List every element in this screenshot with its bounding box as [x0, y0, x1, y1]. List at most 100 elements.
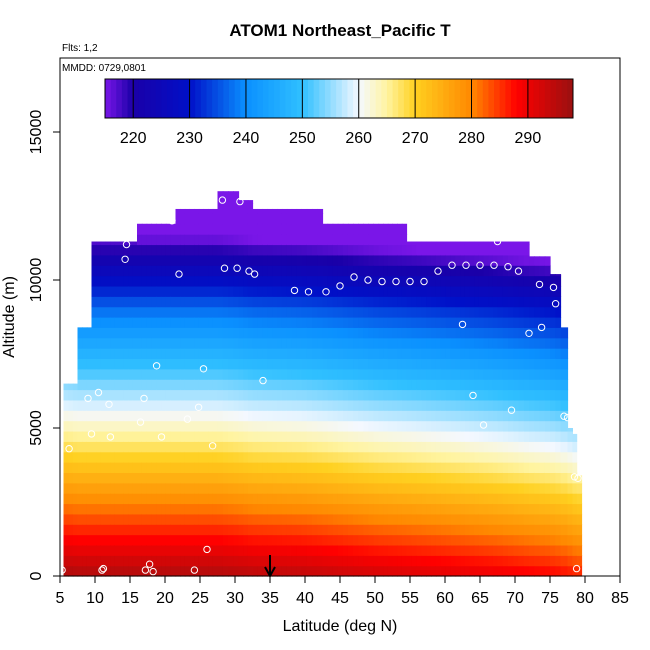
heatmap-cell — [464, 430, 471, 442]
heatmap-cell — [141, 348, 148, 360]
heatmap-cell — [238, 234, 244, 246]
heatmap-cell — [203, 555, 209, 567]
heatmap-cell — [373, 265, 380, 277]
heatmap-cell — [194, 348, 200, 360]
heatmap-cell — [518, 441, 525, 453]
heatmap-cell — [469, 472, 475, 484]
heatmap-cell — [497, 337, 504, 349]
heatmap-cell — [252, 399, 258, 411]
heatmap-cell — [488, 503, 494, 515]
heatmap-cell — [212, 234, 219, 246]
heatmap-cell — [238, 451, 244, 463]
heatmap-cell — [170, 544, 177, 556]
heatmap-cell — [272, 482, 278, 494]
heatmap-cell — [86, 337, 93, 349]
colorbar-swatch — [465, 79, 473, 118]
heatmap-cell — [306, 265, 313, 277]
heatmap-cell — [243, 200, 249, 204]
heatmap-cell — [91, 317, 97, 328]
heatmap-cell — [68, 451, 74, 463]
heatmap-cell — [262, 555, 268, 567]
heatmap-cell — [77, 358, 83, 370]
heatmap-cell — [238, 565, 244, 577]
heatmap-cell — [312, 306, 318, 318]
heatmap-cell — [539, 410, 546, 422]
heatmap-cell — [445, 265, 452, 277]
heatmap-cell — [368, 451, 375, 463]
heatmap-cell — [156, 430, 162, 442]
heatmap-cell — [82, 503, 88, 515]
heatmap-cell — [151, 472, 157, 484]
heatmap-cell — [483, 555, 489, 567]
heatmap-cell — [296, 513, 303, 525]
heatmap-cell — [208, 348, 214, 360]
heatmap-cell — [327, 503, 334, 515]
heatmap-cell — [286, 306, 293, 318]
heatmap-cell — [347, 420, 354, 432]
heatmap-cell — [474, 265, 480, 277]
heatmap-cell — [180, 534, 186, 546]
heatmap-cell — [161, 358, 167, 370]
heatmap-cell — [416, 410, 422, 422]
heatmap-cell — [123, 451, 129, 463]
colorbar-border — [104, 78, 574, 119]
heatmap-cell — [272, 254, 278, 266]
heatmap-cell — [114, 254, 121, 266]
heatmap-cell — [301, 503, 308, 515]
heatmap-cell — [119, 244, 125, 256]
heatmap-cell — [539, 462, 546, 473]
heatmap-cell — [440, 285, 447, 297]
heatmap-cell — [387, 234, 394, 246]
heatmap-cell — [203, 472, 209, 484]
heatmap-cell — [518, 244, 525, 256]
heatmap-cell — [203, 399, 209, 411]
heatmap-cell — [198, 544, 205, 556]
heatmap-cell — [222, 203, 229, 214]
heatmap-cell — [469, 368, 475, 380]
heatmap-cell — [383, 482, 389, 494]
heatmap-cell — [257, 493, 263, 505]
heatmap-cell — [455, 348, 461, 360]
heatmap-cell — [397, 472, 403, 484]
heatmap-cell — [272, 451, 278, 463]
heatmap-cell — [105, 565, 111, 577]
heatmap-cell — [337, 327, 344, 339]
heatmap-cell — [151, 410, 157, 422]
colorbar-swatch — [229, 79, 236, 118]
heatmap-cell — [252, 482, 258, 494]
heatmap-cell — [132, 285, 138, 297]
heatmap-cell — [317, 223, 324, 235]
heatmap-cell — [312, 244, 318, 256]
heatmap-cell — [358, 389, 364, 401]
heatmap-cell — [392, 389, 398, 401]
heatmap-cell — [450, 241, 457, 246]
heatmap-cell — [272, 317, 278, 328]
heatmap-cell — [119, 379, 125, 391]
heatmap-cell — [576, 503, 583, 515]
heatmap-cell — [165, 306, 172, 318]
heatmap-cell — [151, 555, 157, 567]
heatmap-cell — [257, 327, 263, 339]
heatmap-cell — [247, 472, 254, 484]
heatmap-cell — [82, 420, 88, 432]
heatmap-cell — [534, 544, 541, 556]
heatmap-cell — [141, 234, 148, 246]
heatmap-cell — [497, 430, 504, 442]
heatmap-cell — [401, 296, 408, 308]
heatmap-cell — [455, 296, 461, 308]
heatmap-cell — [523, 327, 530, 339]
heatmap-cell — [478, 503, 485, 515]
heatmap-cell — [212, 368, 219, 380]
heatmap-cell — [378, 462, 384, 473]
heatmap-cell — [363, 337, 369, 349]
heatmap-cell — [534, 327, 541, 339]
heatmap-cell — [277, 296, 283, 308]
heatmap-cell — [317, 534, 324, 546]
heatmap-cell — [440, 441, 447, 453]
heatmap-cell — [539, 420, 546, 432]
heatmap-cell — [198, 358, 205, 370]
heatmap-cell — [397, 244, 403, 256]
heatmap-cell — [189, 285, 195, 297]
heatmap-cell — [165, 399, 172, 411]
heatmap-cell — [401, 441, 408, 453]
